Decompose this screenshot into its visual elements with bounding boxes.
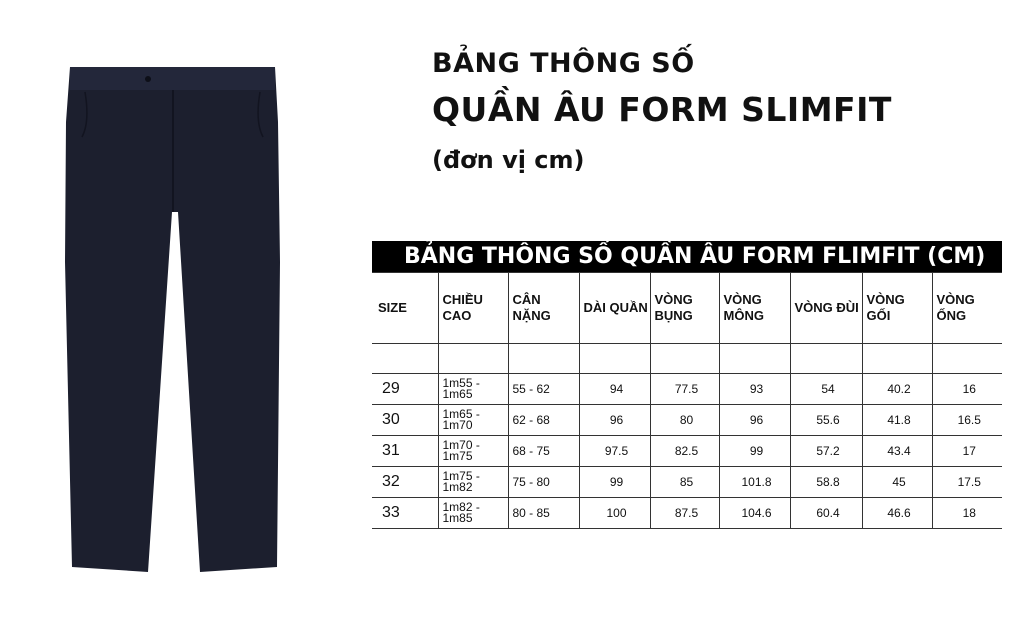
size-table: SIZE CHIỀU CAO CÂN NẶNG DÀI QUẦN VÒNG BỤNG VÒ… [372,272,1002,529]
column-header: VÒNG ỐNG [931,272,1002,344]
table-cell: 1m70 - 1m75 [437,435,509,467]
table-cell: 45 [861,466,933,498]
table-cell: 30 [372,404,439,436]
table-cell: 55 - 62 [507,373,580,405]
table-caption: BẢNG THÔNG SỐ QUẦN ÂU FORM FLIMFIT (CM) [372,241,1002,272]
table-cell: 96 [718,404,791,436]
table-cell: 1m65 - 1m70 [437,404,509,436]
table-cell: 80 - 85 [507,497,580,529]
column-header: VÒNG ĐÙI [789,272,863,344]
table-cell: 40.2 [861,373,933,405]
column-header: CHIỀU CAO [437,272,509,344]
title-line-2: QUẦN ÂU FORM SLIMFIT [432,90,892,129]
table-cell: 55.6 [789,404,863,436]
table-cell: 31 [372,435,439,467]
column-header: VÒNG GỐI [861,272,933,344]
table-cell: 87.5 [649,497,720,529]
table-cell: 16.5 [931,404,1002,436]
table-cell: 96 [578,404,651,436]
table-cell: 94 [578,373,651,405]
table-cell: 46.6 [861,497,933,529]
table-cell: 54 [789,373,863,405]
table-cell: 75 - 80 [507,466,580,498]
table-cell: 77.5 [649,373,720,405]
pants-product-image [65,67,280,572]
table-cell: 68 - 75 [507,435,580,467]
table-cell: 43.4 [861,435,933,467]
table-cell: 1m82 - 1m85 [437,497,509,529]
table-cell: 60.4 [789,497,863,529]
table-row: 33 1m82 - 1m85 80 - 85 100 87.5 104.6 60.4 46.6… [372,497,1002,529]
column-header: VÒNG BỤNG [649,272,720,344]
table-row: 31 1m70 - 1m75 68 - 75 97.5 82.5 99 57.2 43.4 17 [372,435,1002,467]
table-cell: 41.8 [861,404,933,436]
table-cell: 82.5 [649,435,720,467]
table-cell: 1m75 - 1m82 [437,466,509,498]
table-cell: 18 [931,497,1002,529]
column-header: VÒNG MÔNG [718,272,791,344]
table-cell: 1m55 - 1m65 [437,373,509,405]
table-row: 29 1m55 - 1m65 55 - 62 94 77.5 93 54 40.2 16 [372,373,1002,405]
table-cell: 62 - 68 [507,404,580,436]
column-header: DÀI QUẦN [578,272,651,344]
table-row: 32 1m75 - 1m82 75 - 80 99 85 101.8 58.8 45 17.5 [372,466,1002,498]
blank-row [372,343,1002,374]
table-cell: 104.6 [718,497,791,529]
table-cell: 33 [372,497,439,529]
column-header: SIZE [372,272,439,344]
table-cell: 101.8 [718,466,791,498]
table-cell: 99 [578,466,651,498]
table-cell: 85 [649,466,720,498]
table-row: 30 1m65 - 1m70 62 - 68 96 80 96 55.6 41.8 16.5 [372,404,1002,436]
table-cell: 32 [372,466,439,498]
table-cell: 29 [372,373,439,405]
unit-note: (đơn vị cm) [432,146,585,174]
table-cell: 17 [931,435,1002,467]
table-cell: 58.8 [789,466,863,498]
table-cell: 97.5 [578,435,651,467]
table-cell: 57.2 [789,435,863,467]
header-row: SIZE CHIỀU CAO CÂN NẶNG DÀI QUẦN VÒNG BỤNG VÒ… [372,272,1002,344]
table-cell: 99 [718,435,791,467]
table-cell: 16 [931,373,1002,405]
table-cell: 80 [649,404,720,436]
table-cell: 17.5 [931,466,1002,498]
title-line-1: BẢNG THÔNG SỐ [432,48,695,79]
table-cell: 93 [718,373,791,405]
column-header: CÂN NẶNG [507,272,580,344]
table-cell: 100 [578,497,651,529]
